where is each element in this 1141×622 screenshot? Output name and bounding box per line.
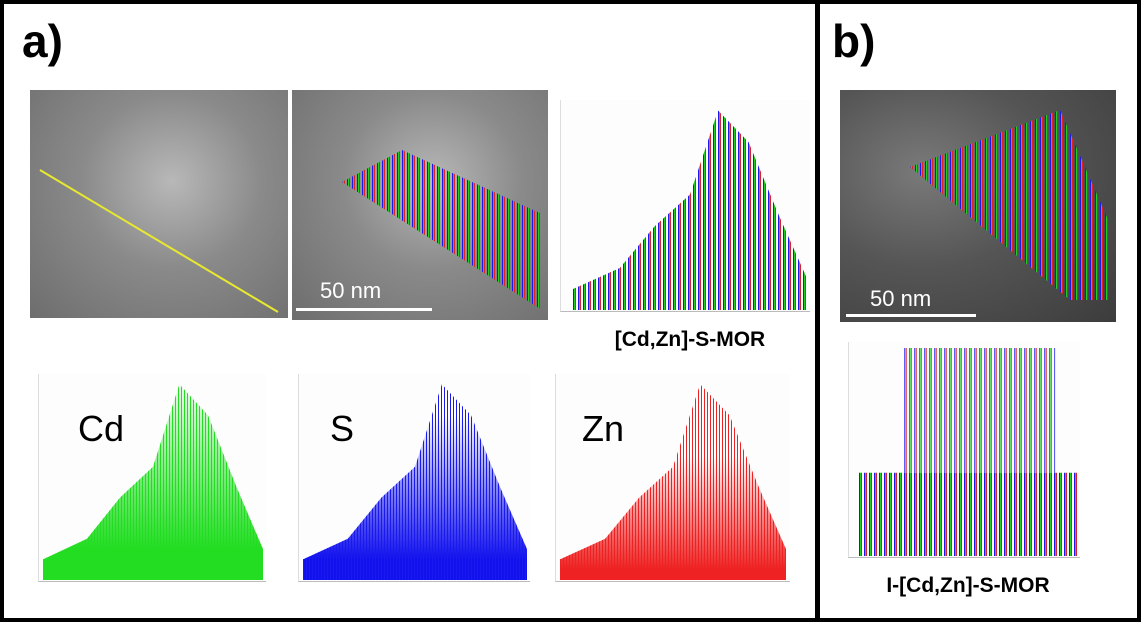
profile	[573, 110, 807, 310]
line-scan-title: I-[Cd,Zn]-S-MOR	[886, 574, 1050, 597]
scale-bar	[296, 308, 432, 311]
line-scan-title: [Cd,Zn]-S-MOR	[614, 328, 766, 351]
line-scan	[560, 100, 810, 312]
element-label: Zn	[582, 408, 625, 449]
micrograph: 50 nm	[840, 90, 1116, 322]
line-scan	[848, 342, 1080, 558]
profile	[303, 384, 527, 580]
profile	[902, 348, 1056, 473]
element-label: S	[330, 408, 355, 449]
scale-bar	[846, 314, 976, 317]
profile	[859, 472, 1077, 556]
profile	[560, 384, 786, 580]
scan-line	[39, 169, 279, 313]
panel-divider	[815, 0, 820, 622]
element-label: Cd	[78, 408, 125, 449]
micrograph: 50 nm	[292, 90, 548, 320]
profile	[43, 384, 263, 580]
element-profile	[298, 374, 530, 582]
scale-label: 50 nm	[870, 286, 932, 311]
overlay-profile	[910, 110, 1110, 300]
scale-label: 50 nm	[320, 278, 382, 303]
panel-label: b)	[832, 15, 876, 67]
panel-label: a)	[22, 15, 63, 67]
element-profile	[38, 374, 266, 582]
element-profile	[555, 374, 790, 582]
micrograph	[30, 90, 288, 318]
